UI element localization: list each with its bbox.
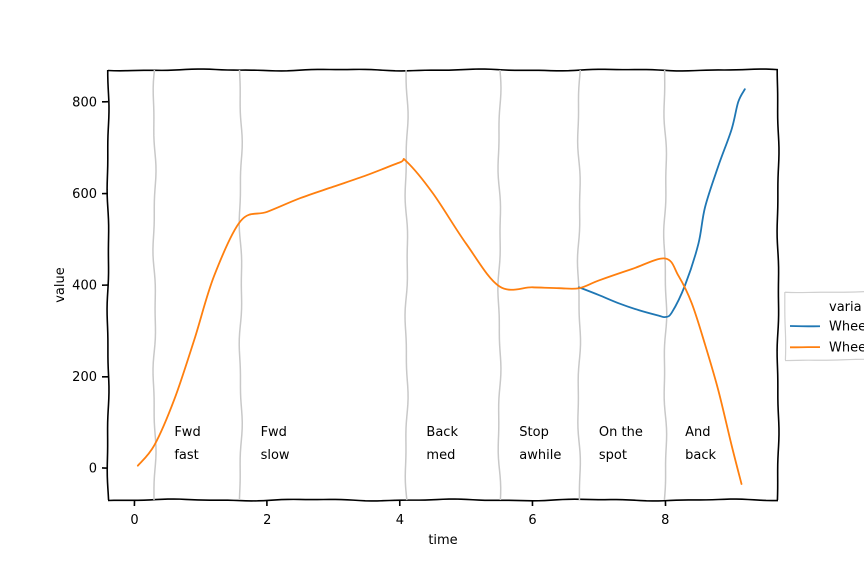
y-axis-label: value xyxy=(53,267,68,303)
frame-bottom xyxy=(107,498,779,502)
y-tick-label: 0 xyxy=(89,461,97,476)
phase-annotation-line2: slow xyxy=(261,448,290,463)
series-line-1 xyxy=(578,88,746,319)
phase-line xyxy=(662,70,668,501)
phase-lines xyxy=(152,69,668,501)
frame-right xyxy=(776,69,780,501)
phase-annotation-line1: Stop xyxy=(519,425,549,440)
axes: 0 2 4 6 8 0 200 400 600 800 time value xyxy=(53,96,669,548)
phase-annotation-line1: Fwd xyxy=(261,425,287,440)
x-axis-label: time xyxy=(428,533,457,548)
y-tick-label: 200 xyxy=(72,370,97,385)
x-tick-label: 2 xyxy=(263,513,271,528)
x-tick-label: 4 xyxy=(396,513,404,528)
y-tick-label: 800 xyxy=(72,96,97,111)
legend-entry-2: Whee xyxy=(829,341,864,356)
phase-annotation-line1: Back xyxy=(426,425,458,440)
phase-annotations: Fwd fast Fwd slow Back med Stop awhile On the spo… xyxy=(174,425,716,463)
legend-entry-1: Whee xyxy=(829,320,864,335)
series-line-2 xyxy=(136,157,743,485)
y-tick-label: 600 xyxy=(72,187,97,202)
phase-line xyxy=(576,69,582,501)
phase-annotation-line1: And xyxy=(685,425,710,440)
phase-line xyxy=(152,69,157,501)
legend-box xyxy=(784,291,864,362)
plot-frame xyxy=(106,68,780,502)
x-tick-label: 8 xyxy=(661,513,669,528)
phase-annotation-line1: Fwd xyxy=(174,425,200,440)
frame-left xyxy=(106,69,110,501)
phase-annotation-line2: awhile xyxy=(519,448,561,463)
phase-line xyxy=(238,69,244,501)
y-tick-label: 400 xyxy=(72,279,97,294)
phase-annotation-line1: On the xyxy=(599,425,643,440)
phase-annotation-line2: spot xyxy=(599,448,627,463)
legend-title: varia xyxy=(829,300,862,315)
phase-annotation-line2: fast xyxy=(174,448,198,463)
phase-annotation-line2: med xyxy=(426,448,455,463)
x-tick-label: 0 xyxy=(130,513,138,528)
legend: varia Whee Whee xyxy=(784,291,864,362)
frame-top xyxy=(107,68,779,72)
series-lines xyxy=(136,88,746,485)
x-tick-label: 6 xyxy=(528,513,536,528)
phase-annotation-line2: back xyxy=(685,448,716,463)
phase-line xyxy=(404,69,409,501)
